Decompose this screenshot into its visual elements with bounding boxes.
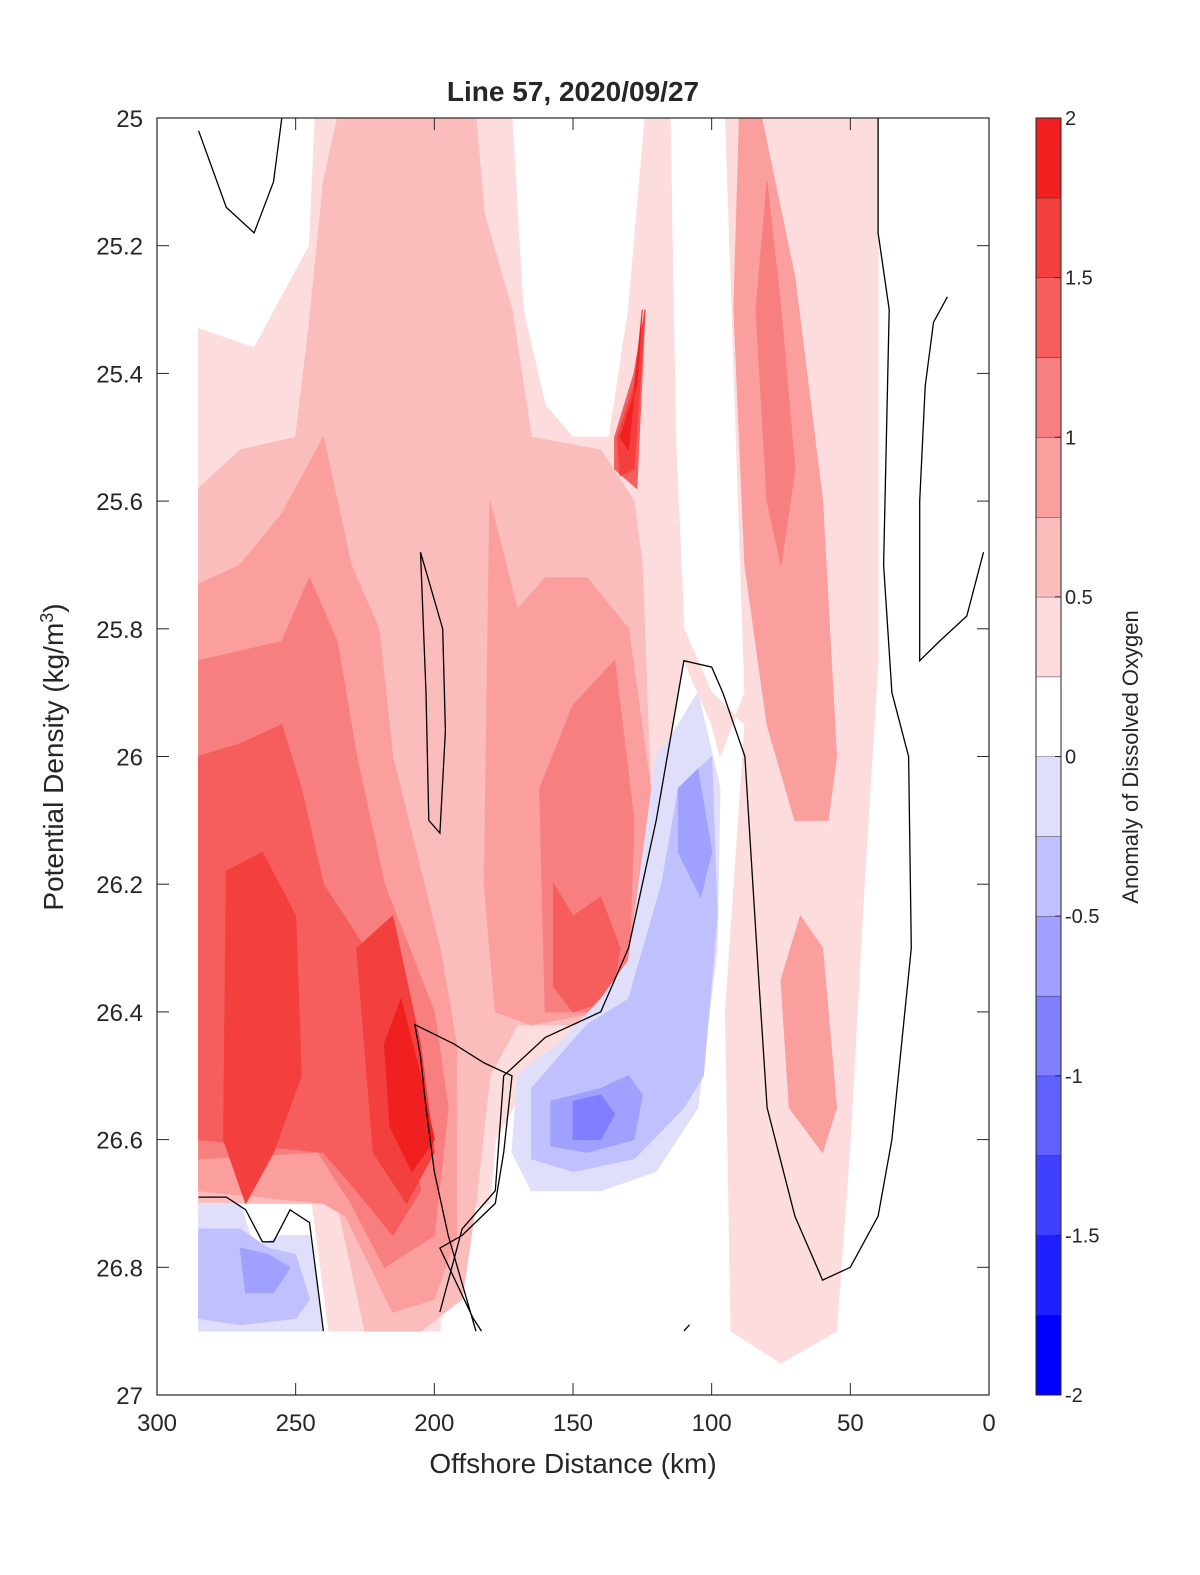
- colorbar-label: Anomaly of Dissolved Oxygen: [1118, 610, 1143, 903]
- zero-contour-line-3: [414, 1023, 513, 1332]
- contour-region-10: [553, 882, 621, 1013]
- y-axis: 25 25.2 25.4 25.6 25.8 26 26.2 26.4 26.6 26.8 27: [96, 106, 989, 1410]
- y-axis-label: Potential Density (kg/m3): [37, 603, 69, 910]
- zero-contour-line-5: [439, 118, 912, 1313]
- colorbar-segment-2: [1036, 1155, 1061, 1236]
- x-tick-label: 100: [692, 1410, 732, 1437]
- y-tick-label: 25.2: [96, 234, 143, 261]
- zero-contour-line-1: [198, 1196, 325, 1332]
- x-tick-label: 300: [137, 1410, 177, 1437]
- colorbar-tick-label: -0.5: [1065, 906, 1099, 928]
- colorbar-segment-15: [1036, 118, 1061, 198]
- colorbar-segment-3: [1036, 1075, 1061, 1156]
- contour-region-24: [572, 1094, 616, 1141]
- colorbar-segment-10: [1036, 517, 1061, 597]
- y-tick-label: 26.4: [96, 1000, 143, 1027]
- colorbar-tick-label: -2: [1065, 1385, 1083, 1407]
- contour-region-12: [223, 851, 302, 1205]
- x-axis: 300 250 200 150 100 50 0: [137, 118, 996, 1437]
- colorbar-segment-6: [1036, 836, 1061, 917]
- colorbar-segment-5: [1036, 916, 1061, 996]
- y-axis-label-main: Potential Density (kg/m: [38, 623, 69, 911]
- y-tick-label: 26.8: [96, 1255, 143, 1282]
- x-tick-label: 0: [982, 1410, 995, 1437]
- y-tick-label: 25: [116, 106, 143, 133]
- x-tick-label: 250: [276, 1410, 316, 1437]
- colorbar-segment-4: [1036, 995, 1061, 1076]
- y-axis-label-superscript: 3: [37, 613, 57, 623]
- colorbar-tick-label: 1.5: [1065, 268, 1093, 290]
- colorbar-segment-1: [1036, 1235, 1061, 1316]
- contour-region-8: [755, 181, 796, 566]
- y-tick-label: 26.2: [96, 872, 143, 899]
- y-axis-label-close: ): [38, 603, 69, 612]
- colorbar-tick-label: -1.5: [1065, 1225, 1099, 1247]
- colorbar-tick-label: 1: [1065, 427, 1076, 449]
- colorbar-tick-label: 0.5: [1065, 587, 1093, 609]
- colorbar-segment-12: [1036, 357, 1061, 438]
- contour-region-5: [780, 914, 838, 1154]
- contour-line-layer: [197, 118, 985, 1332]
- contour-region-16: [619, 309, 643, 452]
- chart-title: Line 57, 2020/09/27: [447, 76, 699, 107]
- colorbar-tick-label: 0: [1065, 747, 1076, 769]
- colorbar-tick-label: -1: [1065, 1066, 1083, 1088]
- x-tick-label: 50: [837, 1410, 864, 1437]
- colorbar-segment-8: [1036, 676, 1061, 757]
- y-tick-label: 27: [116, 1383, 143, 1410]
- contour-region-20: [530, 755, 718, 1173]
- x-tick-label: 200: [414, 1410, 454, 1437]
- y-tick-label: 25.4: [96, 361, 143, 388]
- colorbar-tick-label: 2: [1065, 108, 1076, 130]
- zero-contour-line-4: [683, 1324, 690, 1332]
- contour-region-15: [383, 997, 435, 1173]
- colorbar-segment-11: [1036, 437, 1061, 518]
- colorbar-segment-9: [1036, 596, 1061, 677]
- y-tick-label: 25.6: [96, 489, 143, 516]
- contour-region-23: [239, 1247, 291, 1294]
- colorbar-segment-14: [1036, 197, 1061, 278]
- colorbar-segment-7: [1036, 756, 1061, 837]
- y-tick-label: 26: [116, 745, 143, 772]
- x-axis-label: Offshore Distance (km): [429, 1448, 716, 1479]
- colorbar: -2 -1.5 -1 -0.5 0 0.5 1 1.5 2: [1035, 108, 1099, 1407]
- x-tick-label: 150: [553, 1410, 593, 1437]
- contour-region-22: [677, 768, 713, 899]
- contour-fill-layer: [198, 118, 879, 1364]
- y-tick-label: 26.6: [96, 1128, 143, 1155]
- zero-contour-line-0: [197, 118, 283, 235]
- y-tick-label: 25.8: [96, 617, 143, 644]
- colorbar-segment-0: [1036, 1315, 1061, 1395]
- zero-contour-line-2: [419, 552, 447, 835]
- colorbar-segment-13: [1036, 277, 1061, 358]
- zero-contour-line-6: [919, 296, 985, 663]
